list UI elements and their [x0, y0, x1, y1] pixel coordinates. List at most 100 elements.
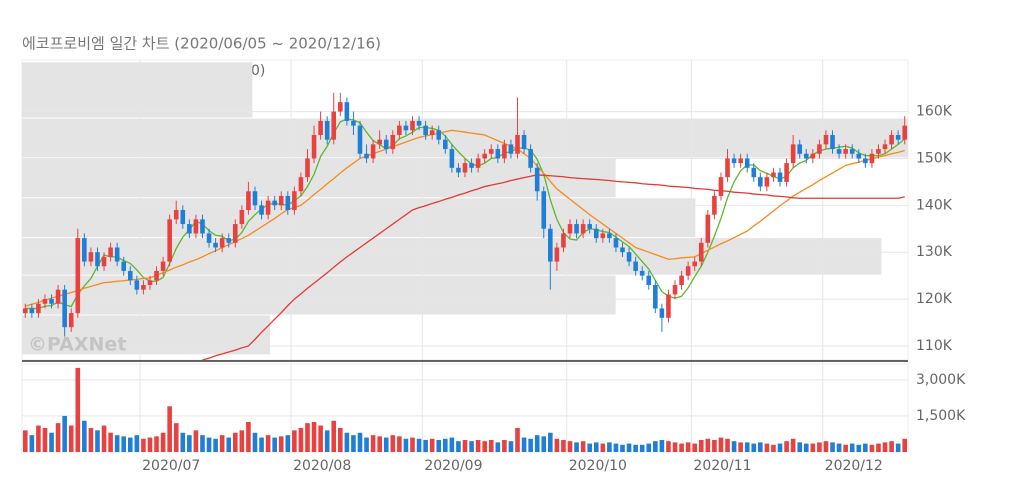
volume-bar	[213, 438, 218, 452]
candle-body	[154, 270, 159, 281]
volume-bar	[449, 437, 455, 452]
candle-body	[744, 158, 750, 168]
volume-bar	[869, 444, 875, 452]
profile-bar	[22, 275, 616, 315]
volume-bar	[823, 441, 829, 452]
x-tick-label: 2020/07	[142, 458, 200, 474]
volume-bar	[725, 438, 730, 452]
candle-body	[889, 135, 894, 145]
volume-bar	[469, 441, 474, 452]
volume-bar	[843, 444, 848, 452]
volume-bar	[370, 435, 376, 452]
ma-line	[25, 129, 905, 307]
volume-bar	[403, 438, 409, 452]
candle-body	[423, 125, 428, 135]
candle-body	[836, 149, 842, 154]
candle-body	[134, 280, 140, 290]
y-tick-label: 150K	[916, 150, 953, 166]
volume-bar	[88, 427, 94, 452]
volume-bar	[134, 435, 140, 452]
candle-body	[508, 144, 514, 154]
candle-body	[443, 139, 448, 150]
volume-bar	[436, 439, 442, 452]
volume-bar	[593, 442, 599, 452]
candles	[22, 92, 908, 337]
volume-bar	[252, 432, 258, 452]
volume-bar	[712, 439, 717, 452]
volume-bar	[836, 443, 842, 452]
volume-bar	[784, 441, 789, 452]
volume-bar	[653, 441, 658, 452]
volume-bar	[246, 421, 251, 452]
candle-body	[232, 224, 238, 243]
volume-bar	[219, 435, 225, 452]
volume-bar	[147, 437, 153, 452]
candle-body	[495, 149, 501, 159]
candle-body	[200, 219, 205, 234]
volume-bar	[672, 442, 678, 452]
volume-bar	[817, 442, 822, 452]
volume-bar	[292, 430, 297, 452]
volume-bar	[180, 432, 186, 452]
candle-body	[265, 200, 271, 215]
volume-bar	[744, 442, 750, 452]
volume-bar	[344, 432, 350, 452]
candle-body	[410, 120, 415, 131]
candle-body	[502, 144, 507, 159]
candle-body	[666, 294, 671, 318]
volume-bar	[68, 425, 74, 452]
candle-body	[561, 233, 566, 248]
volume-bar	[554, 438, 560, 452]
volume-bar	[108, 432, 113, 452]
volume-bar	[429, 438, 435, 452]
candle-body	[587, 224, 592, 229]
candle-body	[456, 167, 461, 173]
volume-bar	[758, 442, 763, 452]
x-tick-label: 2020/11	[693, 458, 751, 474]
profile-bar	[22, 118, 908, 158]
candle-body	[869, 153, 875, 164]
volume-bar	[462, 439, 468, 452]
volume-bar	[895, 443, 901, 452]
candle-body	[351, 120, 356, 126]
volume-bar	[75, 367, 81, 452]
candle-body	[101, 256, 107, 267]
volume-bar	[567, 441, 573, 452]
candle-body	[272, 200, 277, 206]
volume-bar	[574, 442, 579, 452]
volume-bar	[390, 435, 396, 452]
candle-body	[206, 233, 212, 243]
candle-body	[580, 224, 586, 234]
candle-body	[42, 299, 48, 304]
volume-bar	[633, 444, 638, 452]
candle-body	[613, 238, 619, 248]
volume-bar	[298, 427, 304, 452]
y-tick-label: 140K	[916, 197, 953, 213]
candle-body	[193, 219, 199, 234]
volume-bar	[607, 442, 612, 452]
volume-bar	[338, 427, 343, 452]
volume-bar	[265, 435, 271, 452]
candle-body	[771, 172, 776, 178]
candle-body	[62, 289, 67, 328]
candle-body	[646, 275, 652, 285]
candle-body	[462, 163, 468, 173]
volume-bar	[731, 441, 737, 452]
candle-body	[383, 139, 389, 150]
volume-bar	[666, 441, 671, 452]
candle-body	[219, 238, 225, 248]
candle-body	[488, 149, 494, 154]
volume-bar	[206, 437, 212, 452]
volume-bar	[49, 432, 54, 452]
candle-body	[817, 144, 822, 154]
volume-bar	[42, 427, 48, 452]
candle-body	[738, 158, 743, 164]
candle-body	[554, 247, 560, 262]
candle-body	[88, 252, 94, 262]
volume-bar	[810, 443, 816, 452]
volume-bar	[410, 437, 415, 452]
volume-bar	[95, 430, 100, 452]
volume-bar	[705, 438, 711, 452]
candle-body	[259, 205, 264, 215]
volume-bar	[416, 438, 422, 452]
